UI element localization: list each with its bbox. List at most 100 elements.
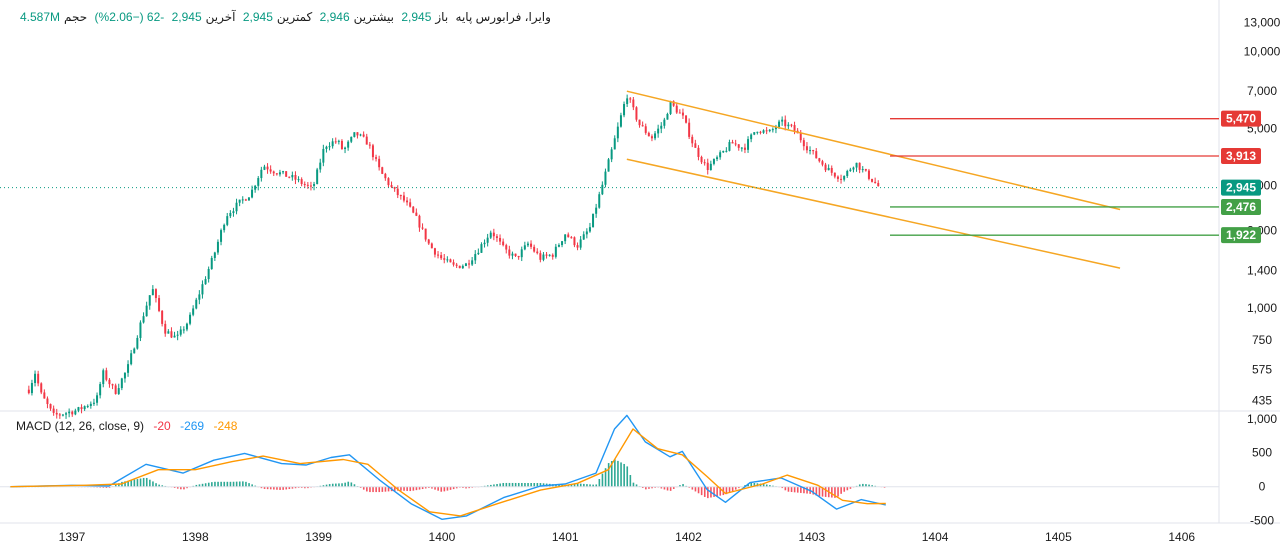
candle-body xyxy=(55,412,58,415)
candle-body xyxy=(716,157,719,160)
macd-histogram-bar xyxy=(579,483,582,487)
candle-body xyxy=(663,119,666,126)
time-axis-tick: 1397 xyxy=(59,530,86,544)
time-axis-tick: 1400 xyxy=(429,530,456,544)
macd-histogram-bar xyxy=(576,483,579,487)
candle-body xyxy=(114,385,117,394)
candle-body xyxy=(142,316,145,323)
candle-body xyxy=(362,134,365,137)
candle-body xyxy=(220,230,223,242)
candle-body xyxy=(852,167,855,170)
macd-histogram-bar xyxy=(282,486,284,490)
candle-body xyxy=(821,161,824,165)
macd-histogram-bar xyxy=(155,483,157,487)
candle-body xyxy=(241,199,244,201)
candle-body xyxy=(464,263,467,266)
candle-body xyxy=(530,243,533,247)
macd-histogram-bar xyxy=(235,481,238,487)
candle-body xyxy=(139,322,142,338)
candle-body xyxy=(27,389,30,394)
macd-histogram-bar xyxy=(335,483,337,487)
candle-body xyxy=(108,379,111,385)
candle-body xyxy=(740,147,743,149)
candle-body xyxy=(607,159,610,172)
candle-body xyxy=(189,314,192,324)
macd-histogram-bar xyxy=(152,481,154,487)
macd-histogram-bar xyxy=(158,484,160,487)
macd-histogram-bar xyxy=(725,486,728,495)
candle-body xyxy=(449,259,452,263)
candle-body xyxy=(855,162,858,168)
candle-body xyxy=(505,245,508,250)
candle-body xyxy=(263,166,266,170)
candle-body xyxy=(458,265,461,269)
candle-body xyxy=(229,213,232,217)
macd-histogram-bar xyxy=(161,485,164,487)
candle-body xyxy=(86,405,89,407)
candle-body xyxy=(266,166,269,170)
candle-body xyxy=(74,410,77,415)
macd-histogram-bar xyxy=(223,481,226,487)
support-level-badge-bg xyxy=(1221,198,1261,215)
macd-histogram-bar xyxy=(409,486,412,492)
candle-body xyxy=(170,331,173,338)
macd-histogram-bar xyxy=(511,482,514,487)
candle-body xyxy=(592,213,595,228)
candle-body xyxy=(309,185,312,187)
macd-histogram-bar xyxy=(114,484,117,487)
candle-body xyxy=(468,263,471,265)
time-axis-tick: 1404 xyxy=(922,530,949,544)
macd-histogram-bar xyxy=(300,486,303,488)
macd-histogram-bar xyxy=(176,486,179,489)
macd-histogram-bar xyxy=(102,486,105,488)
candle-body xyxy=(734,143,737,145)
candle-body xyxy=(182,329,185,331)
macd-histogram-bar xyxy=(124,481,126,487)
candle-body xyxy=(877,182,880,187)
resistance-level-badge-text: 5,470 xyxy=(1226,112,1256,126)
macd-histogram-bar xyxy=(762,483,765,487)
candle-body xyxy=(635,107,638,120)
candle-body xyxy=(815,151,818,159)
candle-body xyxy=(787,124,790,127)
candle-body xyxy=(455,264,458,266)
macd-histogram-bar xyxy=(105,486,108,488)
candle-body xyxy=(179,329,182,335)
channel-lower-line xyxy=(626,158,1121,269)
macd-histogram-bar xyxy=(245,481,247,487)
candle-body xyxy=(356,132,359,136)
macd-histogram-bar xyxy=(734,486,737,490)
candle-body xyxy=(210,257,213,269)
macd-histogram-bar xyxy=(406,486,408,491)
candle-body xyxy=(176,334,179,336)
macd-histogram-bar xyxy=(331,483,334,487)
macd-histogram-bar xyxy=(127,480,129,487)
macd-histogram-bar xyxy=(598,479,601,487)
macd-histogram-bar xyxy=(617,460,619,487)
candle-body xyxy=(709,163,712,170)
macd-histogram-bar xyxy=(583,483,585,487)
candle-body xyxy=(378,158,381,168)
candle-body xyxy=(154,289,157,299)
macd-histogram-bar xyxy=(226,481,229,487)
macd-axis-tick: 1,000 xyxy=(1247,412,1277,426)
candle-body xyxy=(344,147,347,150)
candle-body xyxy=(654,133,657,139)
macd-histogram-bar xyxy=(517,482,520,487)
candle-body xyxy=(613,138,616,150)
macd-histogram-bar xyxy=(831,486,833,498)
candle-body xyxy=(858,162,861,170)
channel-upper-line xyxy=(626,90,1121,211)
candle-body xyxy=(232,211,235,214)
candle-body xyxy=(843,176,846,180)
macd-histogram-bar xyxy=(180,486,182,490)
macd-histogram-bar xyxy=(716,486,718,497)
candle-body xyxy=(133,348,136,354)
candle-body xyxy=(765,130,768,132)
candle-body xyxy=(753,132,756,135)
macd-histogram-bar xyxy=(288,486,291,490)
macd-histogram-bar xyxy=(601,473,604,487)
support-level-badge-text: 1,922 xyxy=(1226,228,1256,242)
candle-body xyxy=(409,202,412,207)
macd-histogram-bar xyxy=(353,484,356,487)
